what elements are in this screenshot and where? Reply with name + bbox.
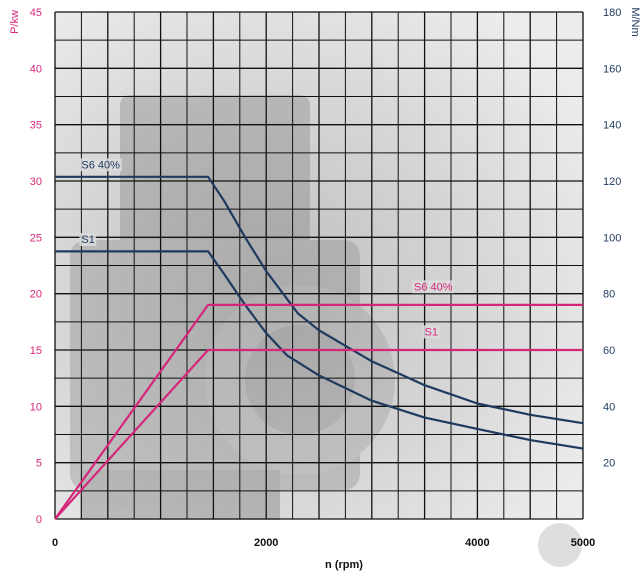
left-tick-label: 40 [30,63,42,75]
series-annotations: S6 40% S1 S6 40% S1 [79,158,455,339]
series-annotation: S6 40% [81,159,120,171]
left-tick-label: 5 [36,458,42,470]
x-axis-ticks: 0 2000 4000 5000 [52,537,595,549]
left-tick-label: 45 [30,7,42,19]
annotation-backdrop [79,158,122,172]
left-tick-label: 0 [36,514,42,526]
series-annotation: S1 [81,234,94,246]
series-annotation: S1 [425,326,438,338]
left-tick-label: 15 [30,345,42,357]
right-axis-label: M/Nm [629,7,640,36]
torque-curve-s1 [55,250,584,450]
x-tick-label: 2000 [254,537,278,549]
right-tick-label: 60 [603,345,615,357]
series-annotation: S6 40% [414,281,453,293]
power-curve-s6-40 [54,303,583,520]
left-tick-label: 20 [30,289,42,301]
right-axis-ticks: 20 40 60 80 100 120 140 160 180 [603,7,621,470]
torque-curve-s6-40 [55,175,584,425]
right-tick-label: 20 [603,458,615,470]
background-machine-illustration [70,95,582,567]
left-tick-label: 30 [30,176,42,188]
x-tick-label: 0 [52,537,58,549]
right-tick-label: 100 [603,232,621,244]
power-curve-s1 [54,348,583,520]
series-lines [54,175,584,520]
right-tick-label: 40 [603,401,615,413]
left-axis-label: P/kw [9,10,21,34]
annotation-backdrop [412,280,455,294]
annotation-backdrop [422,325,440,339]
right-tick-label: 180 [603,7,621,19]
right-tick-label: 160 [603,63,621,75]
left-tick-label: 35 [30,120,42,132]
right-tick-label: 120 [603,176,621,188]
x-tick-label: 4000 [465,537,489,549]
annotation-backdrop [79,232,97,246]
left-axis-ticks: 0 5 10 15 20 25 30 35 40 45 [30,7,42,526]
right-tick-label: 140 [603,120,621,132]
right-tick-label: 80 [603,289,615,301]
x-axis-label: n (rpm) [325,559,363,571]
x-tick-label: 5000 [571,537,595,549]
grid-lines [54,11,584,520]
left-tick-label: 10 [30,401,42,413]
left-tick-label: 25 [30,232,42,244]
